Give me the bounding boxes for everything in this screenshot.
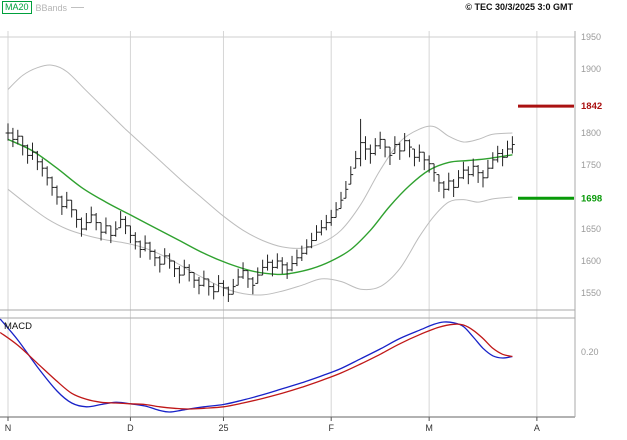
price-tick-label: 1600 xyxy=(581,256,601,266)
bollinger-lower-line xyxy=(7,188,513,296)
x-axis-label: A xyxy=(534,423,540,433)
bbands-legend-label: BBands xyxy=(35,2,68,13)
price-tick-label: 1950 xyxy=(581,32,601,42)
macd-tick-label: 0.20 xyxy=(581,347,599,357)
bollinger-upper-line xyxy=(7,64,513,249)
x-axis-label: 25 xyxy=(218,423,228,433)
resistance-level-label: 1842 xyxy=(581,101,602,112)
bbands-line-sample xyxy=(71,7,85,8)
legend: MA20 BBands xyxy=(2,1,85,14)
macd-line xyxy=(0,318,513,413)
x-axis-label: D xyxy=(127,423,134,433)
x-axis-label: N xyxy=(5,423,12,433)
macd-signal-line xyxy=(0,323,513,410)
macd-label: MACD xyxy=(4,321,32,332)
ma20-legend-label: MA20 xyxy=(2,1,32,14)
support-level-label: 1698 xyxy=(581,193,602,204)
x-axis-label: M xyxy=(425,423,433,433)
price-tick-label: 1550 xyxy=(581,288,601,298)
month-gridlines xyxy=(7,31,538,421)
x-axis-label: F xyxy=(328,423,334,433)
price-tick-label: 1650 xyxy=(581,224,601,234)
price-tick-label: 1800 xyxy=(581,128,601,138)
ohlc-bars xyxy=(5,118,515,302)
price-tick-label: 1900 xyxy=(581,64,601,74)
price-tick-label: 1750 xyxy=(581,160,601,170)
ma20-line xyxy=(7,138,513,276)
copyright-text: © TEC 30/3/2025 3:0 GMT xyxy=(465,2,573,12)
